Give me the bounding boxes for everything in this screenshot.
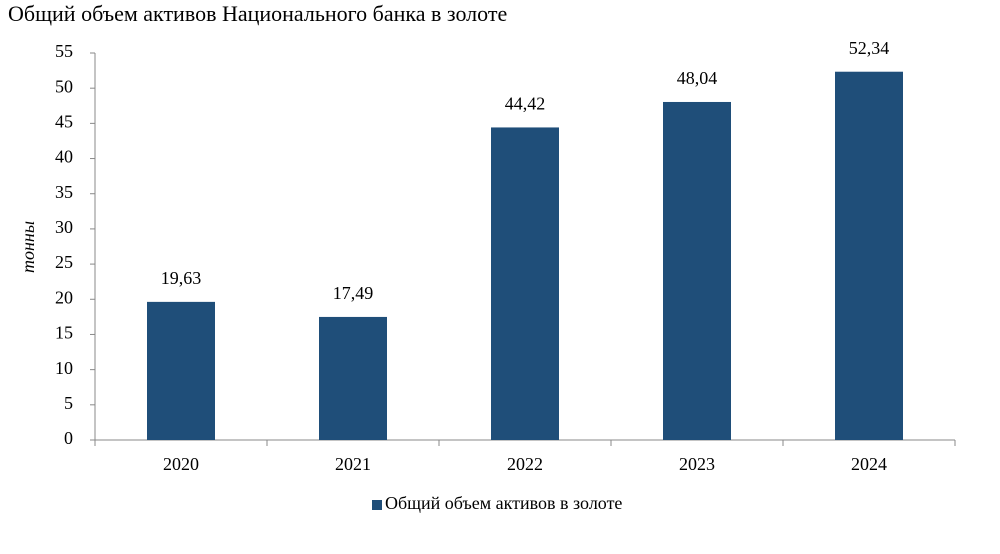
x-tick-label: 2022: [507, 454, 543, 474]
legend-swatch: [372, 500, 382, 510]
y-tick-label: 15: [55, 323, 73, 343]
x-tick-label: 2020: [163, 454, 199, 474]
value-label: 48,04: [677, 68, 718, 88]
value-label: 17,49: [333, 283, 374, 303]
y-tick-label: 50: [55, 76, 73, 96]
bar: [663, 101, 731, 441]
bar: [491, 127, 559, 440]
value-label: 52,34: [849, 38, 890, 58]
y-tick-label: 20: [55, 287, 73, 307]
y-tick-label: 0: [64, 428, 73, 448]
y-tick-label: 30: [55, 217, 73, 237]
y-axis-label: тонны: [18, 221, 38, 273]
chart-title: Общий объем активов Национального банка …: [8, 1, 507, 26]
y-tick-label: 45: [55, 111, 73, 131]
value-label: 19,63: [161, 268, 202, 288]
y-tick-label: 5: [64, 393, 73, 413]
y-tick-label: 55: [55, 41, 73, 61]
y-tick-label: 10: [55, 358, 73, 378]
x-tick-label: 2024: [851, 454, 887, 474]
bar: [835, 71, 903, 440]
x-tick-label: 2023: [679, 454, 715, 474]
y-tick-label: 40: [55, 147, 73, 167]
legend-label: Общий объем активов в золоте: [385, 493, 622, 513]
y-tick-label: 35: [55, 182, 73, 202]
value-label: 44,42: [505, 94, 546, 114]
x-tick-label: 2021: [335, 454, 371, 474]
bar: [147, 301, 215, 440]
bar: [319, 316, 387, 440]
y-tick-label: 25: [55, 252, 73, 272]
